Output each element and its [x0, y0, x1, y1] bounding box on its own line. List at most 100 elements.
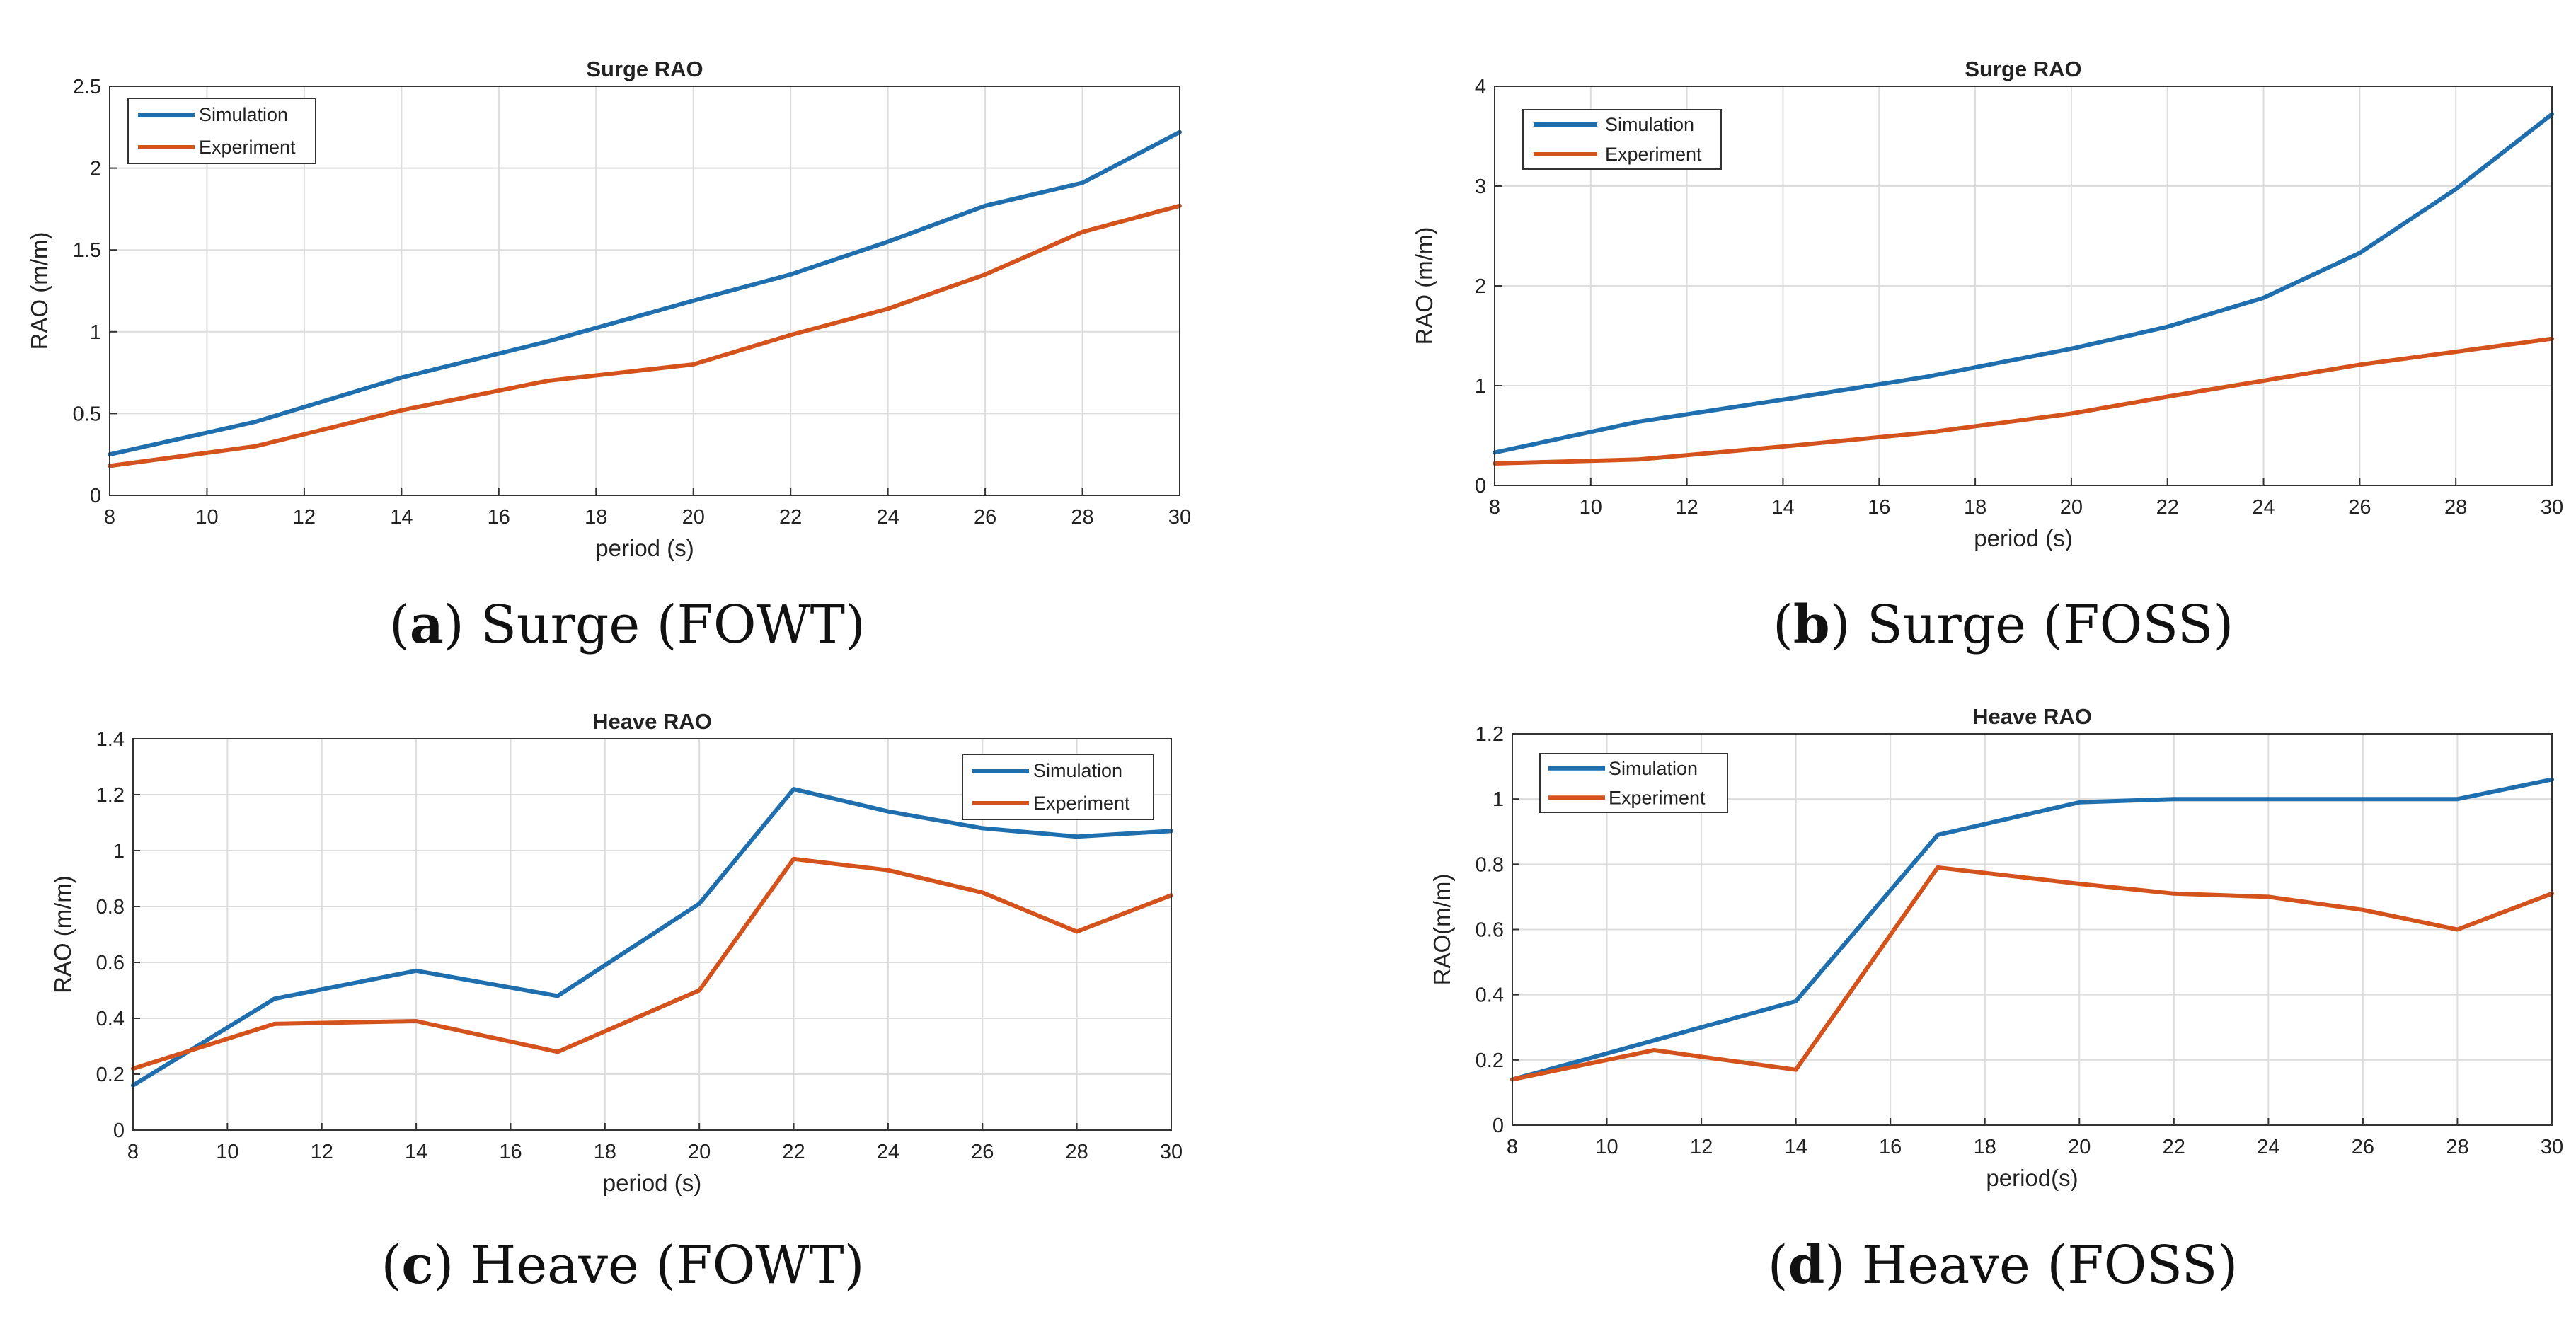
legend-label-experiment: Experiment [1609, 787, 1706, 808]
x-tick-label: 16 [499, 1141, 522, 1163]
y-tick-label: 0.4 [96, 1008, 125, 1030]
y-tick-label: 1 [1475, 375, 1486, 398]
x-tick-label: 12 [1690, 1136, 1713, 1158]
y-tick-label: 1 [113, 840, 125, 863]
y-tick-label: 0.8 [96, 896, 125, 919]
x-tick-label: 26 [2348, 496, 2371, 519]
x-tick-label: 20 [682, 506, 705, 529]
x-tick-label: 22 [782, 1141, 805, 1163]
chart-c: 8 10 12 14 16 18 20 22 24 26 28 30 0 0.2 0.4 0.6 0.8 1 1.2… [50, 709, 1183, 1196]
x-tick-label: 30 [2541, 1136, 2563, 1158]
x-tick-label: 24 [2257, 1136, 2279, 1158]
y-tick-label: 0 [90, 485, 101, 507]
y-tick-label: 2 [1475, 275, 1486, 298]
caption-d: (d) Heave (FOSS) [1767, 1235, 2238, 1296]
chart-title: Surge RAO [586, 57, 703, 81]
x-tick-label: 18 [585, 506, 607, 529]
y-tick-label: 3 [1475, 175, 1486, 198]
x-tick-label: 8 [104, 506, 115, 529]
x-tick-label: 18 [1964, 496, 1986, 519]
legend-box [1522, 109, 1722, 170]
y-tick-label: 0 [1493, 1115, 1504, 1137]
x-tick-label: 22 [2163, 1136, 2185, 1158]
x-tick-label: 14 [1771, 496, 1794, 519]
y-tick-label: 1.2 [96, 784, 125, 807]
x-tick-label: 8 [1489, 496, 1500, 519]
series-line-simulation [1510, 777, 2554, 1082]
x-tick-label: 26 [971, 1141, 994, 1163]
x-tick-label: 20 [688, 1141, 711, 1163]
y-tick-label: 1 [90, 321, 101, 344]
x-tick-label: 30 [1160, 1141, 1183, 1163]
legend-box [962, 754, 1154, 820]
x-tick-label: 14 [390, 506, 413, 529]
x-tick-label: 20 [2068, 1136, 2091, 1158]
caption-c: (c) Heave (FOWT) [381, 1235, 865, 1296]
x-tick-label: 30 [1168, 506, 1191, 529]
y-tick-label: 0.6 [96, 952, 125, 974]
series-line-simulation [131, 787, 1173, 1088]
x-tick-label: 26 [974, 506, 996, 529]
series-line-simulation [108, 129, 1182, 457]
x-tick-label: 24 [877, 506, 899, 529]
x-tick-label: 16 [1879, 1136, 1902, 1158]
x-axis-label: period(s) [1986, 1165, 2078, 1191]
legend-box [1539, 753, 1728, 813]
x-axis-label: period (s) [603, 1170, 701, 1196]
y-tick-label: 0 [113, 1119, 125, 1142]
x-axis-label: period (s) [1974, 525, 2072, 551]
x-tick-label: 14 [405, 1141, 427, 1163]
legend-label-simulation: Simulation [1605, 114, 1694, 135]
x-tick-label: 16 [488, 506, 510, 529]
chart-d: 8 10 12 14 16 18 20 22 24 26 28 30 0 0.2 0.4 0.6 0.8 1 1.2… [1429, 704, 2563, 1191]
y-tick-label: 0.2 [96, 1064, 125, 1086]
x-tick-label: 10 [216, 1141, 238, 1163]
chart-a: 8 10 12 14 16 18 20 22 24 26 28 30 0 0.5 1 1.5 2 2.5 Surge… [26, 57, 1191, 561]
chart-title: Heave RAO [1972, 704, 2092, 729]
chart-title: Surge RAO [1965, 57, 2081, 81]
x-tick-label: 10 [1595, 1136, 1618, 1158]
y-tick-label: 4 [1475, 76, 1486, 98]
x-tick-label: 24 [877, 1141, 899, 1163]
axes-box [132, 738, 1172, 1131]
y-axis-label: RAO (m/m) [26, 232, 52, 350]
legend: Simulation Experiment [127, 98, 316, 164]
y-axis-label: RAO (m/m) [50, 875, 76, 994]
x-tick-label: 10 [1580, 496, 1602, 519]
x-tick-label: 12 [293, 506, 316, 529]
legend-label-experiment: Experiment [1033, 793, 1130, 814]
caption-a: (a) Surge (FOWT) [389, 594, 866, 655]
series-line-experiment [1510, 865, 2554, 1082]
x-tick-label: 18 [1974, 1136, 1996, 1158]
x-tick-label: 28 [2446, 1136, 2468, 1158]
y-tick-label: 1 [1493, 788, 1504, 811]
x-tick-label: 18 [594, 1141, 616, 1163]
x-tick-label: 26 [2352, 1136, 2374, 1158]
x-tick-label: 30 [2541, 496, 2563, 519]
y-tick-label: 1.4 [96, 728, 125, 751]
y-tick-label: 2.5 [73, 76, 101, 98]
legend-label-experiment: Experiment [1605, 144, 1702, 165]
y-tick-label: 0.6 [1476, 919, 1504, 942]
x-tick-label: 28 [1071, 506, 1093, 529]
legend: Simulation Experiment [1539, 753, 1728, 813]
x-tick-label: 24 [2252, 496, 2275, 519]
y-tick-label: 0.4 [1476, 984, 1504, 1007]
x-tick-label: 22 [779, 506, 802, 529]
legend: Simulation Experiment [962, 754, 1154, 820]
y-axis-label: RAO (m/m) [1411, 227, 1437, 345]
y-tick-label: 0.2 [1476, 1049, 1504, 1072]
series-line-simulation [1493, 112, 2554, 455]
y-tick-label: 2 [90, 158, 101, 180]
x-tick-label: 28 [2444, 496, 2467, 519]
series-line-experiment [108, 203, 1182, 468]
y-tick-label: 0.8 [1476, 853, 1504, 876]
caption-b: (b) Surge (FOSS) [1773, 594, 2234, 655]
y-tick-label: 0.5 [73, 403, 101, 425]
x-axis-label: period (s) [595, 535, 694, 561]
chart-title: Heave RAO [592, 709, 712, 734]
x-tick-label: 8 [1507, 1136, 1518, 1158]
axes-box [109, 86, 1180, 496]
x-tick-label: 12 [311, 1141, 333, 1163]
